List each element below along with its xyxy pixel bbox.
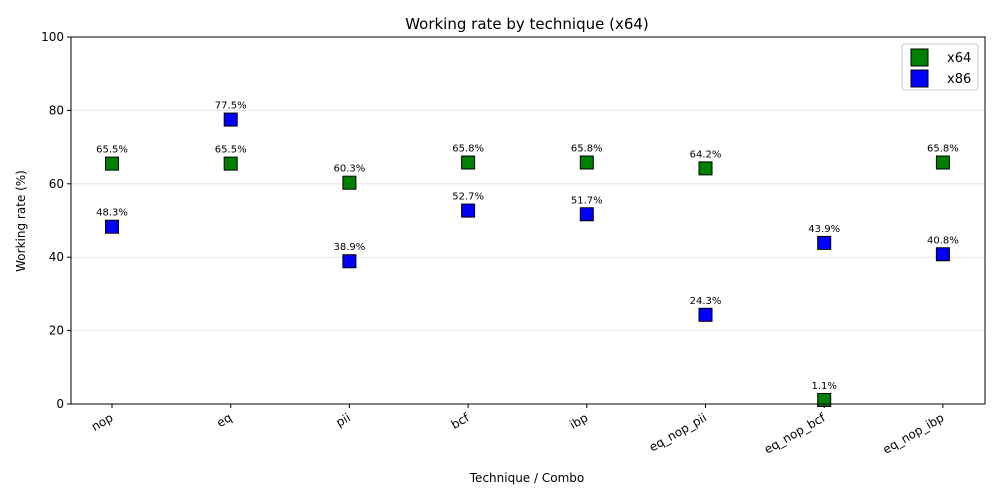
data-label-x86-nop: 48.3% — [96, 208, 128, 219]
marker-x86-pii — [342, 254, 357, 269]
data-label-x86-eq: 77.5% — [215, 101, 247, 112]
marker-x64-eq_nop_pii — [698, 161, 713, 176]
data-markers — [105, 112, 950, 407]
marker-x86-eq_nop_pii — [698, 307, 713, 322]
data-label-x86-bcf: 52.7% — [452, 192, 484, 203]
data-label-x64-pii: 60.3% — [334, 164, 366, 175]
data-label-x64-eq_nop_bcf: 1.1% — [811, 381, 836, 392]
x-tick-label: pii — [334, 410, 353, 429]
data-label-x86-eq_nop_pii: 24.3% — [690, 296, 722, 307]
data-label-x86-eq_nop_bcf: 43.9% — [808, 224, 840, 235]
y-tick-label: 60 — [49, 177, 64, 191]
legend-label-x64: x64 — [947, 51, 971, 66]
marker-x86-ibp — [579, 207, 594, 222]
marker-x86-bcf — [461, 203, 476, 218]
y-tick-label: 80 — [49, 103, 64, 117]
data-label-x64-eq: 65.5% — [215, 145, 247, 156]
y-tick-label: 0 — [56, 397, 64, 411]
y-axis-ticks: 0 20 40 60 80 100 — [41, 30, 71, 411]
plot-area-frame — [70, 36, 986, 405]
marker-x64-eq — [223, 156, 238, 171]
x-tick-label: eq — [214, 410, 234, 430]
legend-swatch-x86 — [910, 69, 929, 88]
data-labels: 65.5% 65.5% 60.3% 65.8% 65.8% 64.2% 1.1% 65.8% 4… — [96, 101, 959, 392]
y-tick-label: 40 — [49, 250, 64, 264]
y-tick-label: 100 — [41, 30, 64, 44]
marker-x64-ibp — [579, 155, 594, 170]
data-label-x64-eq_nop_ibp: 65.8% — [927, 144, 959, 155]
marker-x64-bcf — [461, 155, 476, 170]
data-label-x64-nop: 65.5% — [96, 145, 128, 156]
marker-x64-eq_nop_ibp — [935, 155, 950, 170]
legend-label-x86: x86 — [947, 72, 971, 87]
data-label-x86-eq_nop_ibp: 40.8% — [927, 235, 959, 246]
legend-swatch-x64 — [910, 48, 929, 67]
grid-lines — [71, 109, 985, 332]
marker-x86-nop — [105, 219, 119, 234]
marker-x86-eq_nop_bcf — [817, 235, 832, 250]
y-tick-label: 20 — [49, 324, 64, 338]
data-label-x64-eq_nop_pii: 64.2% — [690, 149, 722, 160]
x-axis-label: Technique / Combo — [469, 471, 584, 485]
marker-x86-eq_nop_ibp — [935, 247, 950, 262]
data-label-x86-pii: 38.9% — [334, 242, 366, 253]
data-label-x64-bcf: 65.8% — [452, 144, 484, 155]
marker-x64-nop — [105, 156, 119, 171]
chart-title: Working rate by technique (x64) — [405, 15, 649, 33]
data-label-x86-ibp: 51.7% — [571, 195, 603, 206]
marker-x64-pii — [342, 175, 357, 190]
y-axis-label: Working rate (%) — [14, 170, 28, 272]
marker-x86-eq — [223, 112, 238, 127]
data-label-x64-ibp: 65.8% — [571, 144, 603, 155]
